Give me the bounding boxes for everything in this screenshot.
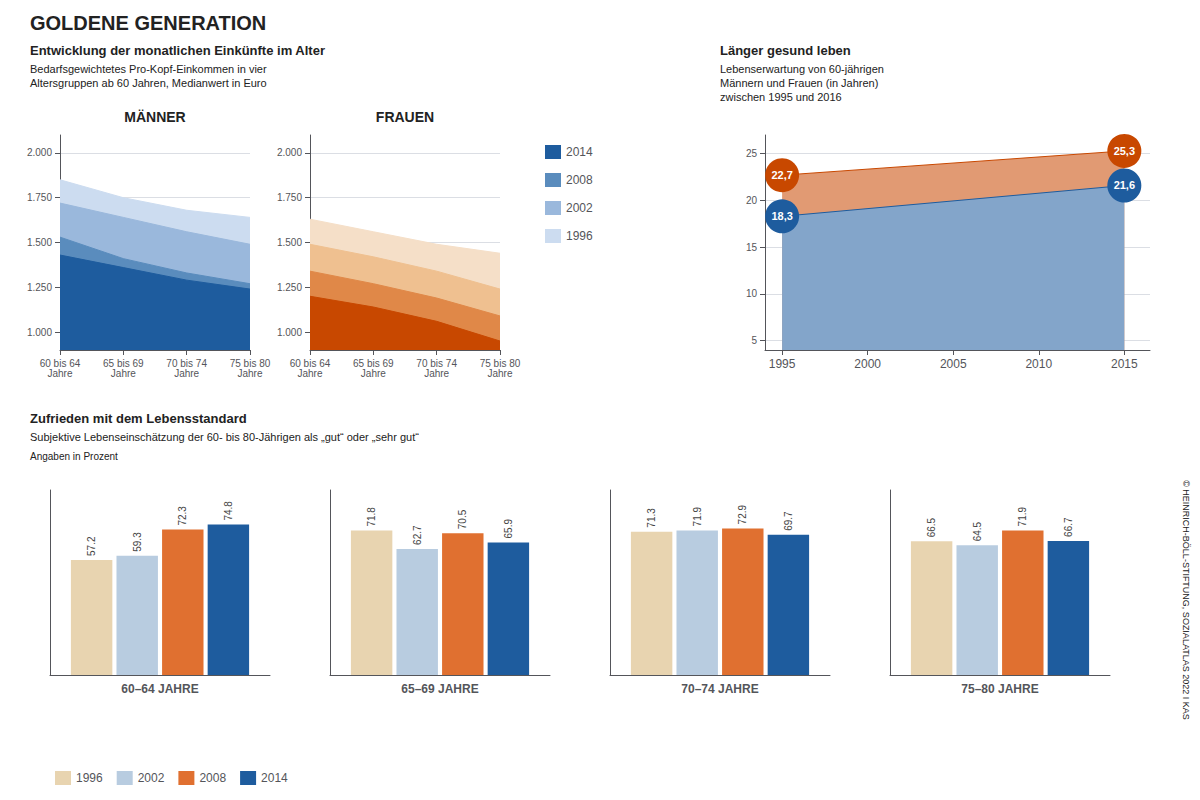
svg-text:Angaben in Prozent: Angaben in Prozent — [30, 451, 118, 462]
svg-text:64.5: 64.5 — [972, 521, 983, 541]
svg-text:2014: 2014 — [566, 145, 593, 159]
svg-text:57.2: 57.2 — [86, 536, 97, 556]
svg-text:Jahre: Jahre — [237, 368, 262, 379]
svg-text:70–74 JAHRE: 70–74 JAHRE — [681, 682, 758, 696]
svg-text:2014: 2014 — [261, 771, 288, 785]
svg-text:75 bis 80: 75 bis 80 — [479, 357, 521, 369]
svg-text:5: 5 — [751, 335, 757, 346]
svg-text:1995: 1995 — [769, 357, 796, 371]
svg-text:59.3: 59.3 — [132, 532, 143, 552]
svg-text:Jahre: Jahre — [424, 368, 449, 379]
svg-text:70.5: 70.5 — [457, 509, 468, 529]
svg-text:1996: 1996 — [566, 229, 593, 243]
svg-text:Lebenserwartung von 60-jährige: Lebenserwartung von 60-jährigen — [720, 63, 884, 75]
svg-text:Jahre: Jahre — [297, 368, 322, 379]
svg-text:1.000: 1.000 — [27, 327, 52, 338]
svg-text:65 bis 69: 65 bis 69 — [103, 357, 144, 369]
svg-text:2008: 2008 — [566, 173, 593, 187]
svg-text:74.8: 74.8 — [223, 501, 234, 521]
svg-text:2002: 2002 — [566, 201, 593, 215]
svg-text:66.7: 66.7 — [1063, 517, 1074, 537]
svg-text:1996: 1996 — [76, 771, 103, 785]
svg-text:22,7: 22,7 — [771, 169, 792, 181]
svg-text:1.250: 1.250 — [277, 282, 302, 293]
svg-text:10: 10 — [746, 288, 758, 299]
svg-text:18,3: 18,3 — [771, 210, 792, 222]
svg-text:© HEINRICH-BÖLL-STIFTUNG, SOZI: © HEINRICH-BÖLL-STIFTUNG, SOZIALATLAS 20… — [1181, 480, 1191, 720]
svg-text:70 bis 74: 70 bis 74 — [166, 357, 207, 369]
svg-text:25: 25 — [746, 148, 758, 159]
svg-text:65.9: 65.9 — [503, 519, 514, 539]
svg-text:71.9: 71.9 — [692, 507, 703, 527]
svg-text:MÄNNER: MÄNNER — [124, 109, 185, 125]
svg-text:72.9: 72.9 — [737, 505, 748, 525]
svg-text:20: 20 — [746, 195, 758, 206]
svg-text:65–69 JAHRE: 65–69 JAHRE — [401, 682, 478, 696]
svg-text:1.250: 1.250 — [27, 282, 52, 293]
svg-text:66.5: 66.5 — [926, 517, 937, 537]
svg-text:2.000: 2.000 — [277, 147, 302, 158]
svg-text:Altersgruppen ab 60 Jahren, Me: Altersgruppen ab 60 Jahren, Medianwert i… — [30, 77, 267, 89]
svg-text:2000: 2000 — [854, 357, 881, 371]
svg-text:60–64 JAHRE: 60–64 JAHRE — [121, 682, 198, 696]
svg-text:2005: 2005 — [940, 357, 967, 371]
svg-text:Jahre: Jahre — [47, 368, 72, 379]
svg-text:1.000: 1.000 — [277, 327, 302, 338]
svg-text:62.7: 62.7 — [412, 525, 423, 545]
svg-text:Subjektive Lebenseinschätzung: Subjektive Lebenseinschätzung der 60- bi… — [30, 431, 419, 443]
svg-text:Jahre: Jahre — [361, 368, 386, 379]
svg-text:Jahre: Jahre — [487, 368, 512, 379]
svg-text:1.750: 1.750 — [277, 192, 302, 203]
svg-text:Männern und Frauen (in Jahren): Männern und Frauen (in Jahren) — [720, 77, 878, 89]
svg-text:Zufrieden mit dem Lebensstanda: Zufrieden mit dem Lebensstandard — [30, 411, 247, 426]
svg-text:FRAUEN: FRAUEN — [376, 109, 434, 125]
svg-text:69.7: 69.7 — [783, 511, 794, 531]
svg-text:Entwicklung der monatlichen Ei: Entwicklung der monatlichen Einkünfte im… — [30, 43, 325, 58]
svg-text:25,3: 25,3 — [1114, 145, 1135, 157]
svg-text:1.500: 1.500 — [277, 237, 302, 248]
svg-text:75 bis 80: 75 bis 80 — [229, 357, 271, 369]
svg-text:1.500: 1.500 — [27, 237, 52, 248]
svg-text:2010: 2010 — [1025, 357, 1052, 371]
svg-text:71.3: 71.3 — [646, 508, 657, 528]
svg-text:2015: 2015 — [1111, 357, 1138, 371]
svg-text:60 bis 64: 60 bis 64 — [39, 357, 81, 369]
svg-text:75–80 JAHRE: 75–80 JAHRE — [961, 682, 1038, 696]
svg-text:65 bis 69: 65 bis 69 — [353, 357, 394, 369]
svg-text:2008: 2008 — [199, 771, 226, 785]
svg-text:70 bis 74: 70 bis 74 — [416, 357, 457, 369]
svg-text:1.750: 1.750 — [27, 192, 52, 203]
svg-text:71.8: 71.8 — [366, 507, 377, 527]
svg-text:15: 15 — [746, 242, 758, 253]
svg-text:Länger gesund leben: Länger gesund leben — [720, 43, 851, 58]
svg-text:21,6: 21,6 — [1114, 179, 1135, 191]
svg-text:72.3: 72.3 — [177, 506, 188, 526]
svg-text:zwischen 1995 und 2016: zwischen 1995 und 2016 — [720, 91, 842, 103]
svg-text:Bedarfsgewichtetes Pro-Kopf-Ei: Bedarfsgewichtetes Pro-Kopf-Einkommen in… — [30, 63, 267, 75]
svg-text:2002: 2002 — [138, 771, 165, 785]
svg-text:60 bis 64: 60 bis 64 — [289, 357, 331, 369]
svg-text:71.9: 71.9 — [1017, 507, 1028, 527]
svg-text:GOLDENE GENERATION: GOLDENE GENERATION — [30, 12, 266, 34]
svg-text:2.000: 2.000 — [27, 147, 52, 158]
svg-text:Jahre: Jahre — [174, 368, 199, 379]
svg-text:Jahre: Jahre — [111, 368, 136, 379]
